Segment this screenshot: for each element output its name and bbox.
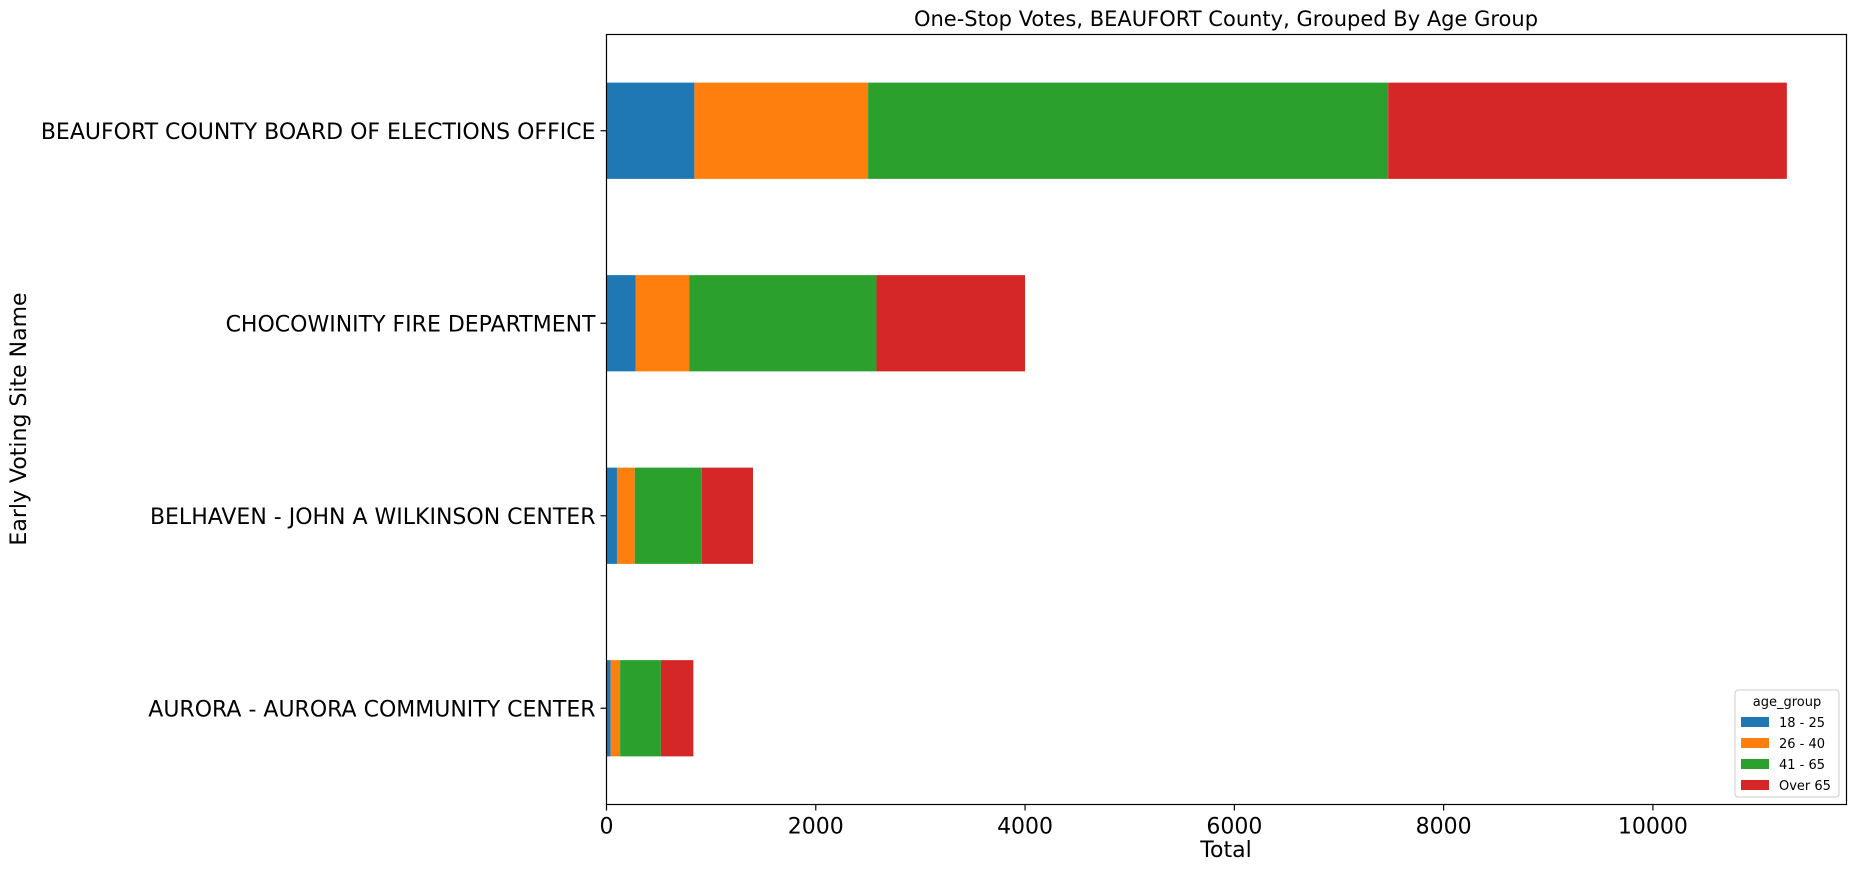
x-axis-ticks: 0 2000 4000 6000 8000 10000 [600, 804, 1688, 840]
legend-frame [1734, 689, 1840, 798]
y-axis-ticks: BEAUFORT COUNTY BOARD OF ELECTIONS OFFIC… [41, 120, 607, 722]
legend-label: Over 65 [1779, 779, 1831, 794]
bar-segment-1-1 [635, 275, 690, 372]
bar-segment-3-2 [620, 660, 661, 757]
bar-segment-2-2 [634, 467, 702, 564]
plot-frame [605, 33, 1848, 806]
y-axis-label: Early Voting Site Name [7, 292, 32, 545]
bars-layer [606, 82, 1787, 757]
y-tick-label: BELHAVEN - JOHN A WILKINSON CENTER [150, 505, 596, 530]
bar-segment-0-0 [606, 82, 695, 179]
x-tick-label: 6000 [1206, 815, 1262, 840]
legend-label: 18 - 25 [1779, 716, 1825, 731]
bar-segment-2-3 [701, 467, 753, 564]
legend-label: 41 - 65 [1779, 758, 1825, 773]
bar-segment-3-3 [660, 660, 694, 757]
x-tick-label: 8000 [1416, 815, 1472, 840]
legend-title: age_group [1753, 695, 1821, 710]
bar-segment-0-1 [694, 82, 869, 179]
bar-segment-3-0 [606, 660, 611, 757]
bar-segment-2-0 [606, 467, 617, 564]
legend-swatch [1741, 717, 1769, 727]
y-tick-label: CHOCOWINITY FIRE DEPARTMENT [226, 312, 596, 337]
bar-segment-0-2 [868, 82, 1389, 179]
legend: age_group 18 - 25 26 - 40 41 - 65 Over 65 [1734, 689, 1840, 798]
legend-entries: 18 - 25 26 - 40 41 - 65 Over 65 [1741, 716, 1831, 794]
x-axis-label: Total [1199, 838, 1251, 863]
bar-segment-2-1 [616, 467, 635, 564]
legend-swatch [1741, 780, 1769, 790]
x-tick-label: 10000 [1618, 815, 1688, 840]
legend-swatch [1741, 759, 1769, 769]
bar-segment-3-1 [610, 660, 621, 757]
bar-segment-1-3 [876, 275, 1026, 372]
x-tick-label: 0 [600, 815, 614, 840]
chart-title: One-Stop Votes, BEAUFORT County, Grouped… [914, 7, 1538, 31]
bar-segment-1-0 [606, 275, 636, 372]
legend-swatch [1741, 738, 1769, 748]
bar-segment-1-2 [689, 275, 877, 372]
y-tick-label: BEAUFORT COUNTY BOARD OF ELECTIONS OFFIC… [41, 120, 596, 145]
y-tick-label: AURORA - AURORA COMMUNITY CENTER [148, 697, 595, 722]
legend-label: 26 - 40 [1779, 737, 1825, 752]
x-tick-label: 2000 [788, 815, 844, 840]
bar-segment-0-3 [1388, 82, 1787, 179]
x-tick-label: 4000 [997, 815, 1053, 840]
